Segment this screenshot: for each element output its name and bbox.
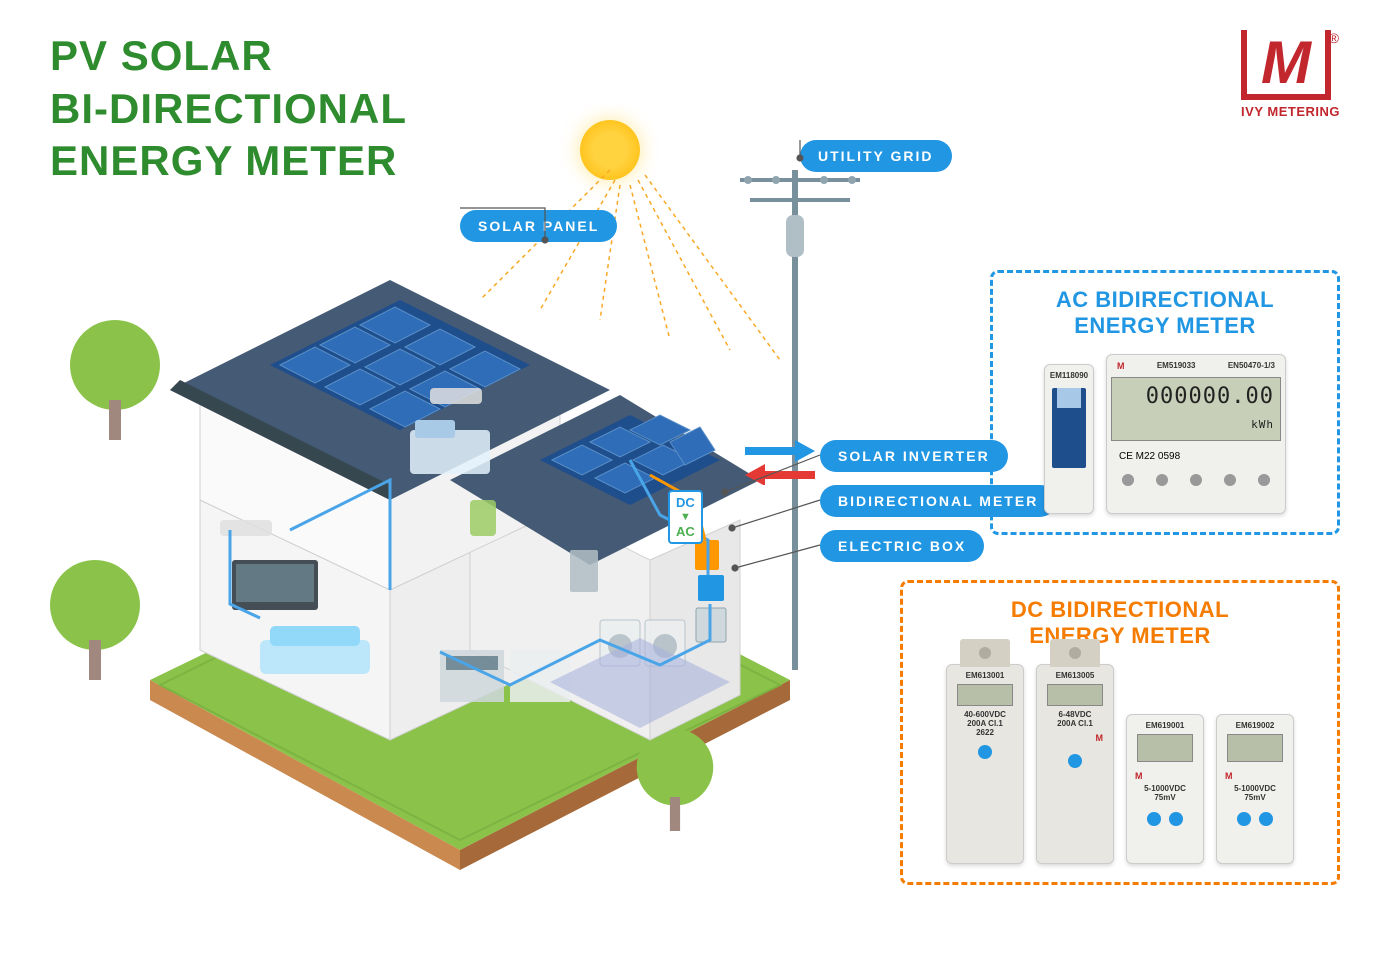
meter-model: EM613005 xyxy=(1041,671,1109,680)
ac-meter-box: AC BIDIRECTIONAL ENERGY METER EM118090 M… xyxy=(990,270,1340,535)
ac-title-line2: ENERGY METER xyxy=(1074,313,1256,338)
ac-meter-large: M EM519033 EN50470-1/3 000000.00 kWh CE … xyxy=(1106,354,1286,514)
label-utility-grid: UTILITY GRID xyxy=(800,140,952,172)
dc-meter-shunt: EM613001 40-600VDC 200A Cl.1 2622 xyxy=(946,664,1024,864)
meter-std: EN50470-1/3 xyxy=(1228,361,1275,371)
tree-icon xyxy=(50,560,140,680)
meter-brand-icon: M xyxy=(1135,771,1143,781)
meter-spec: 200A Cl.1 xyxy=(1041,719,1109,728)
meter-model: EM619001 xyxy=(1131,721,1199,730)
title-line-2: BI-DIRECTIONAL xyxy=(50,83,407,136)
ac-title-line1: AC BIDIRECTIONAL xyxy=(1056,287,1274,312)
brand-name: IVY METERING xyxy=(1241,104,1340,119)
meter-display: 000000.00 kWh xyxy=(1111,377,1281,441)
meter-spec: 40-600VDC xyxy=(951,710,1019,719)
brand-logo: M ® IVY METERING xyxy=(1241,30,1340,119)
meter-model: EM519033 xyxy=(1157,361,1196,371)
meter-brand-icon: M xyxy=(1117,361,1125,371)
inverter-label: DC ▼ AC xyxy=(668,490,703,544)
meter-button-icon xyxy=(1068,754,1082,768)
meter-lcd xyxy=(1137,734,1193,762)
meter-model: EM613001 xyxy=(951,671,1019,680)
logo-mark: M ® xyxy=(1241,30,1331,100)
meter-button-icon xyxy=(1147,812,1161,826)
dc-label: DC xyxy=(676,495,695,511)
meter-brand-icon: M xyxy=(1096,733,1104,743)
meter-lcd xyxy=(1227,734,1283,762)
meter-button-icon xyxy=(1237,812,1251,826)
meter-spec: 2622 xyxy=(951,728,1019,737)
meter-button-icon xyxy=(978,745,992,759)
dc-meters-row: EM613001 40-600VDC 200A Cl.1 2622 EM6130… xyxy=(919,664,1321,864)
main-title: PV SOLAR BI-DIRECTIONAL ENERGY METER xyxy=(50,30,407,188)
down-arrow-icon: ▼ xyxy=(676,511,695,524)
meter-lcd xyxy=(957,684,1013,706)
house-diagram: DC ▼ AC SOLAR PANEL UTILITY GRID SOLAR I… xyxy=(40,180,940,910)
meter-spec: 200A Cl.1 xyxy=(951,719,1019,728)
meter-cert: CE M22 0598 xyxy=(1111,447,1281,466)
dc-meter-din: EM619001 M 5-1000VDC 75mV xyxy=(1126,714,1204,864)
ac-meter-small: EM118090 xyxy=(1044,364,1094,514)
label-solar-inverter: SOLAR INVERTER xyxy=(820,440,1008,472)
meter-model: EM619002 xyxy=(1221,721,1289,730)
meter-spec: 6-48VDC xyxy=(1041,710,1109,719)
meter-brand-icon: M xyxy=(1225,771,1233,781)
meter-spec: 75mV xyxy=(1131,793,1199,802)
meter-spec: 5-1000VDC xyxy=(1221,784,1289,793)
meter-button-icon xyxy=(1169,812,1183,826)
meter-face xyxy=(1052,388,1086,468)
ac-box-title: AC BIDIRECTIONAL ENERGY METER xyxy=(1009,287,1321,340)
dc-meter-din: EM619002 M 5-1000VDC 75mV xyxy=(1216,714,1294,864)
bidirectional-arrows xyxy=(740,435,820,485)
meter-lcd-small xyxy=(1057,388,1081,408)
meter-spec: 75mV xyxy=(1221,793,1289,802)
title-line-1: PV SOLAR xyxy=(50,30,407,83)
ac-label: AC xyxy=(676,524,695,540)
label-electric-box: ELECTRIC BOX xyxy=(820,530,984,562)
ac-meters-row: EM118090 M EM519033 EN50470-1/3 000000.0… xyxy=(1009,354,1321,514)
display-value: 000000.00 xyxy=(1146,384,1274,409)
dc-meter-shunt: EM613005 6-48VDC 200A Cl.1 M xyxy=(1036,664,1114,864)
label-solar-panel: SOLAR PANEL xyxy=(460,210,617,242)
logo-letter: M xyxy=(1261,29,1311,96)
dc-meter-box: DC BIDIRECTIONAL ENERGY METER EM613001 4… xyxy=(900,580,1340,885)
meter-button-icon xyxy=(1259,812,1273,826)
shunt-tab-icon xyxy=(960,639,1010,667)
shunt-tab-icon xyxy=(1050,639,1100,667)
dc-title-line1: DC BIDIRECTIONAL xyxy=(1011,597,1229,622)
registered-icon: ® xyxy=(1329,30,1339,46)
meter-spec: 5-1000VDC xyxy=(1131,784,1199,793)
display-unit: kWh xyxy=(1251,418,1274,431)
meter-lcd xyxy=(1047,684,1103,706)
meter-model: EM118090 xyxy=(1049,371,1089,380)
meter-terminals xyxy=(1111,474,1281,486)
